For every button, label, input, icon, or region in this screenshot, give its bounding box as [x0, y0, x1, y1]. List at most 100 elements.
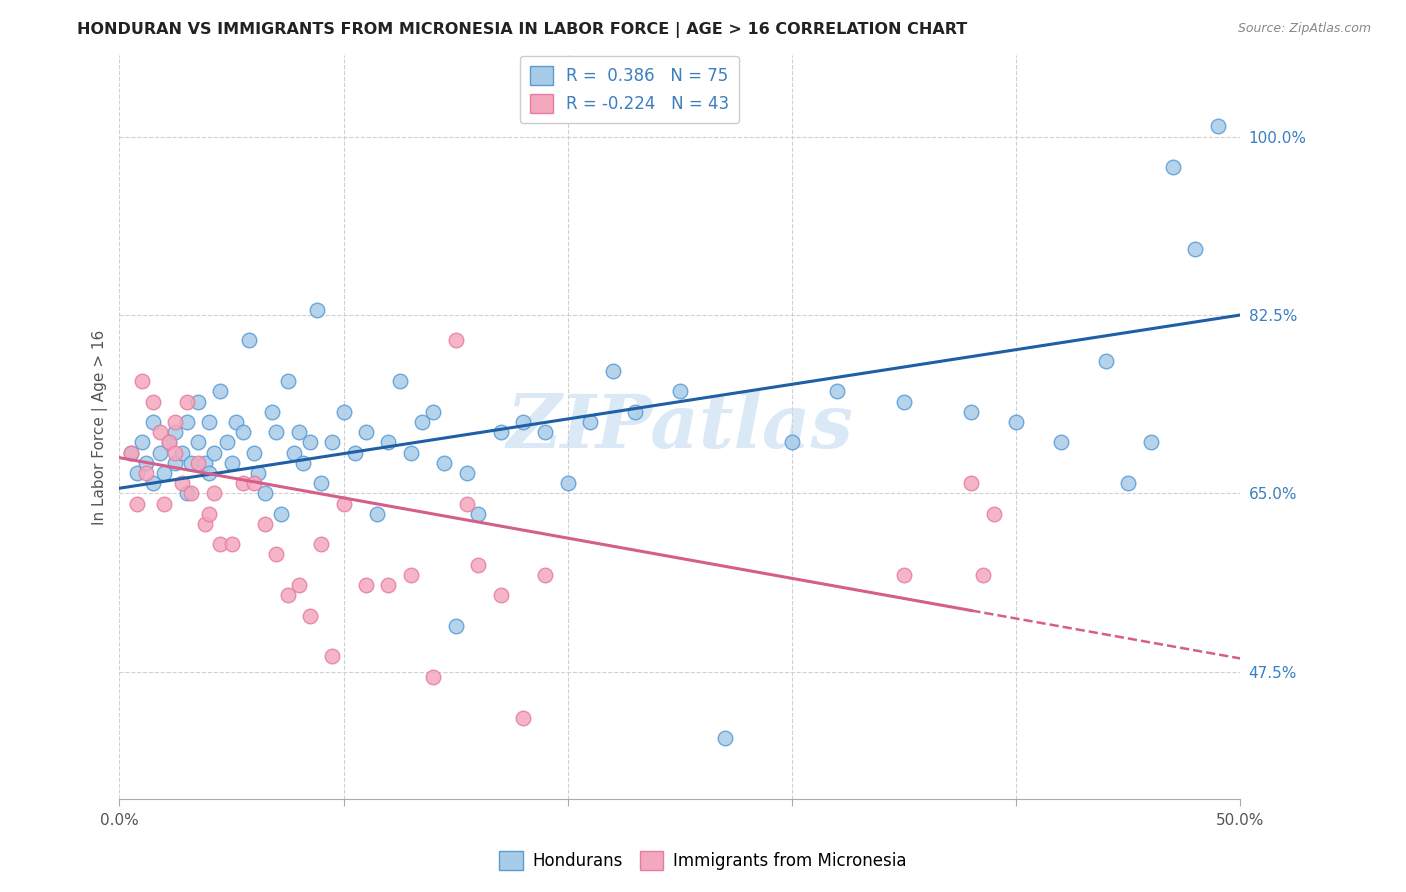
Point: [1050, 435, 1073, 450]
Point: [202, 445, 225, 459]
Point: [142, 394, 165, 409]
Point: [332, 405, 354, 419]
Text: Source: ZipAtlas.com: Source: ZipAtlas.com: [1237, 22, 1371, 36]
Point: [489, 425, 512, 440]
Point: [165, 445, 187, 459]
Point: [579, 415, 602, 429]
Point: [165, 415, 187, 429]
Point: [366, 507, 388, 521]
Point: [534, 567, 557, 582]
Point: [198, 466, 221, 480]
Point: [825, 384, 848, 399]
Point: [135, 456, 157, 470]
Point: [172, 476, 194, 491]
Point: [422, 405, 444, 419]
Point: [165, 456, 187, 470]
Point: [321, 435, 343, 450]
Point: [1184, 242, 1206, 256]
Point: [277, 588, 299, 602]
Point: [467, 558, 489, 572]
Point: [221, 537, 243, 551]
Point: [309, 476, 332, 491]
Point: [534, 425, 557, 440]
Point: [225, 415, 247, 429]
Point: [120, 445, 142, 459]
Point: [153, 496, 176, 510]
Point: [512, 415, 534, 429]
Point: [221, 456, 243, 470]
Point: [209, 384, 232, 399]
Point: [149, 445, 172, 459]
Point: [422, 670, 444, 684]
Point: [194, 516, 217, 531]
Legend: R =  0.386   N = 75, R = -0.224   N = 43: R = 0.386 N = 75, R = -0.224 N = 43: [520, 56, 740, 123]
Point: [960, 476, 983, 491]
Point: [142, 415, 165, 429]
Point: [669, 384, 692, 399]
Point: [288, 578, 311, 592]
Point: [176, 394, 198, 409]
Point: [292, 456, 315, 470]
Point: [142, 476, 165, 491]
Point: [157, 435, 180, 450]
Point: [194, 456, 217, 470]
Point: [238, 334, 260, 348]
Point: [198, 507, 221, 521]
Point: [202, 486, 225, 500]
Point: [467, 507, 489, 521]
Point: [489, 588, 512, 602]
Point: [209, 537, 232, 551]
Point: [232, 476, 254, 491]
Point: [187, 456, 209, 470]
Point: [254, 516, 277, 531]
Text: HONDURAN VS IMMIGRANTS FROM MICRONESIA IN LABOR FORCE | AGE > 16 CORRELATION CHA: HONDURAN VS IMMIGRANTS FROM MICRONESIA I…: [77, 22, 967, 38]
Point: [893, 394, 915, 409]
Point: [399, 445, 422, 459]
Point: [288, 425, 311, 440]
Point: [176, 486, 198, 500]
Point: [1139, 435, 1161, 450]
Point: [354, 578, 377, 592]
Point: [321, 649, 343, 664]
Point: [456, 466, 478, 480]
Point: [713, 731, 735, 745]
Point: [260, 405, 283, 419]
Point: [1161, 160, 1184, 174]
Point: [266, 548, 288, 562]
Point: [277, 374, 299, 388]
Point: [602, 364, 624, 378]
Point: [131, 435, 153, 450]
Point: [131, 374, 153, 388]
Point: [187, 394, 209, 409]
Point: [388, 374, 411, 388]
Point: [135, 466, 157, 480]
Legend: Hondurans, Immigrants from Micronesia: Hondurans, Immigrants from Micronesia: [492, 844, 914, 877]
Point: [120, 445, 142, 459]
Point: [343, 445, 366, 459]
Point: [1094, 354, 1116, 368]
Point: [377, 435, 399, 450]
Point: [176, 415, 198, 429]
Point: [983, 507, 1005, 521]
Point: [377, 578, 399, 592]
Y-axis label: In Labor Force | Age > 16: In Labor Force | Age > 16: [93, 329, 108, 524]
Point: [960, 405, 983, 419]
Point: [456, 496, 478, 510]
Point: [444, 334, 467, 348]
Point: [215, 435, 238, 450]
Point: [180, 456, 202, 470]
Point: [243, 476, 266, 491]
Point: [172, 445, 194, 459]
Point: [411, 415, 433, 429]
Point: [283, 445, 305, 459]
Point: [247, 466, 270, 480]
Point: [624, 405, 647, 419]
Point: [309, 537, 332, 551]
Point: [270, 507, 292, 521]
Point: [198, 415, 221, 429]
Point: [1116, 476, 1139, 491]
Point: [153, 466, 176, 480]
Point: [305, 302, 328, 317]
Point: [972, 567, 994, 582]
Point: [444, 619, 467, 633]
